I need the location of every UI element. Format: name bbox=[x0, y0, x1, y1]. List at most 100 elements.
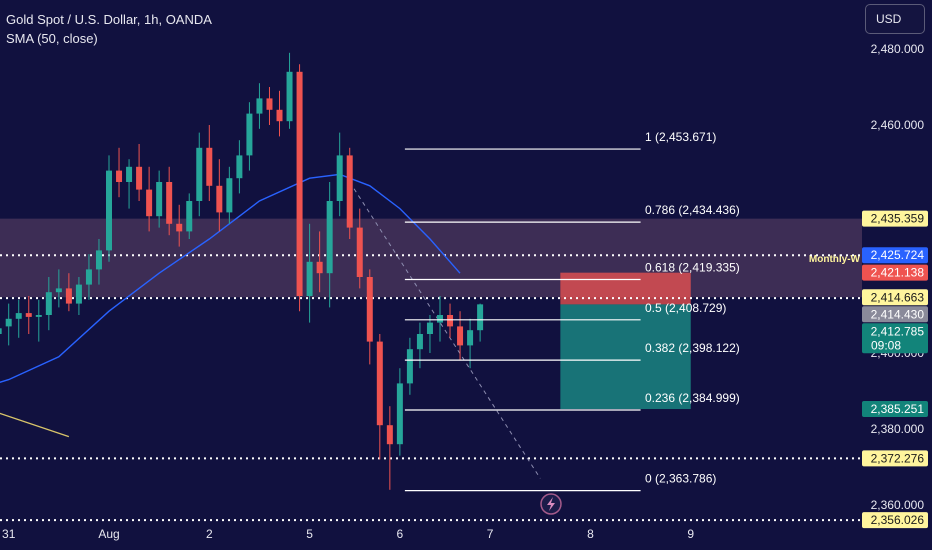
price-label-box bbox=[862, 306, 928, 323]
candle-body bbox=[95, 250, 102, 270]
time-axis: 31 Aug 2 5 6 7 8 9 bbox=[2, 527, 694, 541]
candle-body bbox=[276, 109, 283, 122]
price-labels-layer: 2,435.359 2,425.724 2,421.138 2,414.663 2,41… bbox=[862, 210, 928, 529]
price-label-box bbox=[862, 289, 928, 306]
candle bbox=[85, 254, 92, 300]
candle bbox=[296, 64, 303, 312]
candle bbox=[226, 166, 233, 224]
candle bbox=[75, 277, 82, 315]
price-label-text: 2,356.026 bbox=[871, 513, 925, 527]
candle-body bbox=[206, 147, 213, 186]
fib-level-label: 0.382 (2,398.122) bbox=[645, 341, 740, 355]
currency-button[interactable]: USD bbox=[865, 4, 925, 34]
candle-body bbox=[457, 326, 464, 346]
candle-body bbox=[306, 261, 313, 296]
take-profit-zone[interactable] bbox=[560, 304, 691, 410]
price-label-text: 2,372.276 bbox=[871, 451, 925, 465]
chart-legend: Gold Spot / U.S. Dollar, 1h, OANDA SMA (… bbox=[6, 10, 212, 48]
price-label-box bbox=[862, 401, 928, 418]
candle-body bbox=[106, 170, 112, 251]
candle-body bbox=[436, 315, 443, 323]
y-tick-label: 2,460.000 bbox=[871, 118, 925, 132]
candle bbox=[15, 299, 22, 338]
candle bbox=[316, 231, 323, 293]
candle bbox=[276, 90, 283, 137]
candle-body bbox=[166, 182, 173, 224]
candle bbox=[55, 269, 62, 308]
candle-body bbox=[416, 334, 423, 350]
y-tick-label: 2,360.000 bbox=[871, 498, 925, 512]
candle bbox=[477, 303, 484, 342]
price-label-box bbox=[862, 512, 928, 529]
candle bbox=[206, 125, 213, 201]
x-tick-label: 8 bbox=[587, 527, 594, 541]
price-label: 2,372.276 bbox=[862, 450, 928, 467]
candle-body bbox=[136, 166, 143, 190]
candle-body bbox=[386, 425, 393, 445]
symbol-title[interactable]: Gold Spot / U.S. Dollar, 1h, OANDA bbox=[6, 12, 212, 27]
candle-body bbox=[186, 201, 193, 232]
lightning-icon[interactable] bbox=[540, 493, 562, 515]
candle bbox=[236, 140, 243, 194]
candle bbox=[35, 299, 42, 342]
price-label-text: 2,385.251 bbox=[871, 402, 925, 416]
price-label-box bbox=[862, 450, 928, 467]
candle-body bbox=[116, 170, 123, 182]
candle-body bbox=[85, 269, 92, 285]
x-tick-label: 9 bbox=[687, 527, 694, 541]
candle-body bbox=[316, 261, 323, 274]
candle bbox=[366, 269, 373, 365]
sma-line[interactable] bbox=[0, 173, 461, 406]
candle-body bbox=[246, 113, 253, 156]
trend-line[interactable] bbox=[0, 406, 70, 438]
candle-body bbox=[55, 288, 62, 293]
fib-level-label: 0 (2,363.786) bbox=[645, 472, 716, 486]
candle bbox=[346, 147, 353, 239]
candle-body bbox=[196, 147, 203, 201]
candle-body bbox=[156, 182, 163, 217]
stop-loss-zone[interactable] bbox=[560, 272, 691, 305]
zone-band-label: Monthly-W bbox=[809, 254, 861, 265]
candle bbox=[246, 102, 253, 171]
x-tick-label: 5 bbox=[306, 527, 313, 541]
candle-body bbox=[346, 155, 353, 228]
candle-body bbox=[176, 223, 183, 232]
candle-body bbox=[366, 277, 373, 342]
levels-layer bbox=[0, 181, 862, 522]
candle bbox=[45, 277, 52, 331]
candle-body bbox=[256, 98, 263, 114]
fib-level-label: 1 (2,453.671) bbox=[645, 130, 716, 144]
candle-body bbox=[35, 315, 42, 317]
price-label: 2,385.251 bbox=[862, 401, 928, 418]
price-label-text: 2,425.724 bbox=[871, 248, 925, 262]
candle-body bbox=[216, 185, 223, 213]
price-label: 2,414.430 bbox=[862, 306, 928, 323]
price-label: 2,356.026 bbox=[862, 512, 928, 529]
price-axis: 2,480.0002,460.0002,400.0002,380.0002,36… bbox=[871, 42, 925, 512]
candle bbox=[186, 193, 193, 239]
candle-body bbox=[236, 155, 243, 179]
price-label-box bbox=[862, 210, 928, 227]
candle bbox=[457, 311, 464, 361]
candle bbox=[216, 159, 223, 232]
candle bbox=[196, 132, 203, 217]
fib-level-label: 0.236 (2,384.999) bbox=[645, 391, 740, 405]
candle bbox=[286, 52, 293, 129]
candle bbox=[396, 368, 403, 456]
candle-body bbox=[447, 315, 454, 327]
candle-body bbox=[0, 328, 2, 334]
x-tick-label: Aug bbox=[98, 527, 119, 541]
sma-indicator-label[interactable]: SMA (50, close) bbox=[6, 31, 98, 46]
candle bbox=[416, 322, 423, 369]
zones-layer: Monthly-W bbox=[0, 218, 862, 410]
candle bbox=[266, 87, 273, 125]
candle bbox=[5, 303, 12, 346]
candle-body bbox=[356, 227, 363, 277]
price-label: 2,425.724 bbox=[862, 247, 928, 264]
price-label-box bbox=[862, 323, 928, 354]
candle-body bbox=[406, 349, 413, 384]
projection-line[interactable] bbox=[349, 181, 541, 479]
candle bbox=[426, 315, 433, 353]
